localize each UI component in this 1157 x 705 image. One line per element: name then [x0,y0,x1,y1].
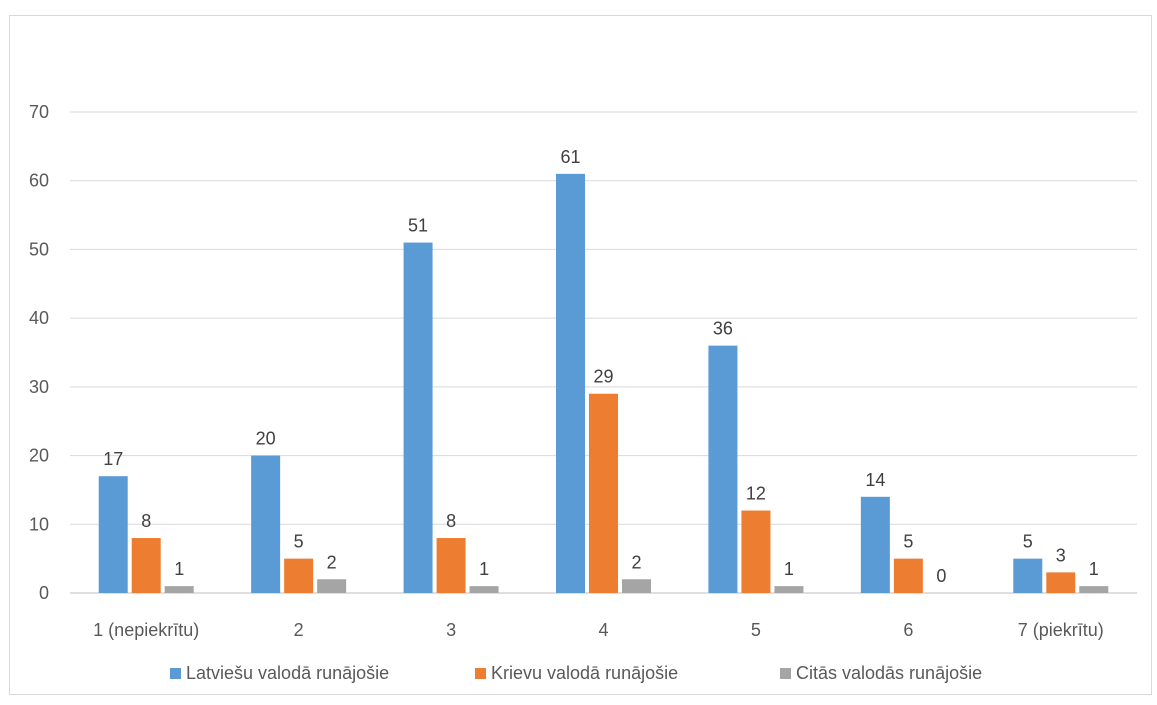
y-tick-label: 20 [29,446,49,466]
data-label: 0 [936,566,946,586]
data-label: 8 [141,511,151,531]
bar [403,242,433,594]
data-label: 2 [327,552,337,572]
bar [708,345,738,593]
data-label: 2 [631,552,641,572]
legend-swatch [780,668,791,679]
data-label: 36 [713,319,733,339]
bar [1079,586,1109,593]
x-tick-label: 4 [598,620,608,640]
data-label: 12 [746,484,766,504]
legend-label: Latviešu valodā runājošie [186,663,389,683]
bar [589,393,618,593]
x-tick-label: 5 [751,620,761,640]
bar [893,558,923,593]
data-label: 3 [1056,545,1066,565]
x-tick-label: 6 [903,620,913,640]
y-tick-label: 30 [29,377,49,397]
bar [284,558,314,593]
bar [98,476,128,593]
legend-swatch [170,668,181,679]
legend-swatch [475,668,486,679]
y-tick-label: 40 [29,308,49,328]
data-label: 5 [903,532,913,552]
y-tick-label: 10 [29,514,49,534]
data-label: 61 [560,147,580,167]
bar [251,455,281,593]
data-label: 51 [408,216,428,236]
bar [436,538,466,593]
bar [622,579,651,593]
bar [469,586,499,593]
y-tick-label: 50 [29,239,49,259]
data-label: 5 [1023,532,1033,552]
y-tick-label: 70 [29,102,49,122]
x-tick-label: 7 (piekrītu) [1018,620,1104,640]
bar [317,579,347,593]
bar [1013,558,1043,593]
x-tick-label: 3 [446,620,456,640]
bar [860,496,890,593]
data-label: 20 [256,429,276,449]
x-tick-label: 2 [294,620,304,640]
y-tick-label: 0 [39,583,49,603]
data-label: 1 [1089,559,1099,579]
y-tick-label: 60 [29,171,49,191]
bar [556,173,585,594]
data-label: 17 [103,449,123,469]
data-label: 29 [593,367,613,387]
bar [1046,572,1076,593]
data-label: 1 [174,559,184,579]
data-label: 1 [784,559,794,579]
data-label: 14 [865,470,885,490]
data-label: 1 [479,559,489,579]
x-tick-label: 1 (nepiekrītu) [93,620,199,640]
data-label: 5 [294,532,304,552]
bar [131,538,161,593]
data-label: 8 [446,511,456,531]
bar [774,586,804,593]
bar [741,510,771,593]
bar [164,586,194,593]
legend-label: Krievu valodā runājošie [491,663,678,683]
legend-label: Citās valodās runājošie [796,663,982,683]
